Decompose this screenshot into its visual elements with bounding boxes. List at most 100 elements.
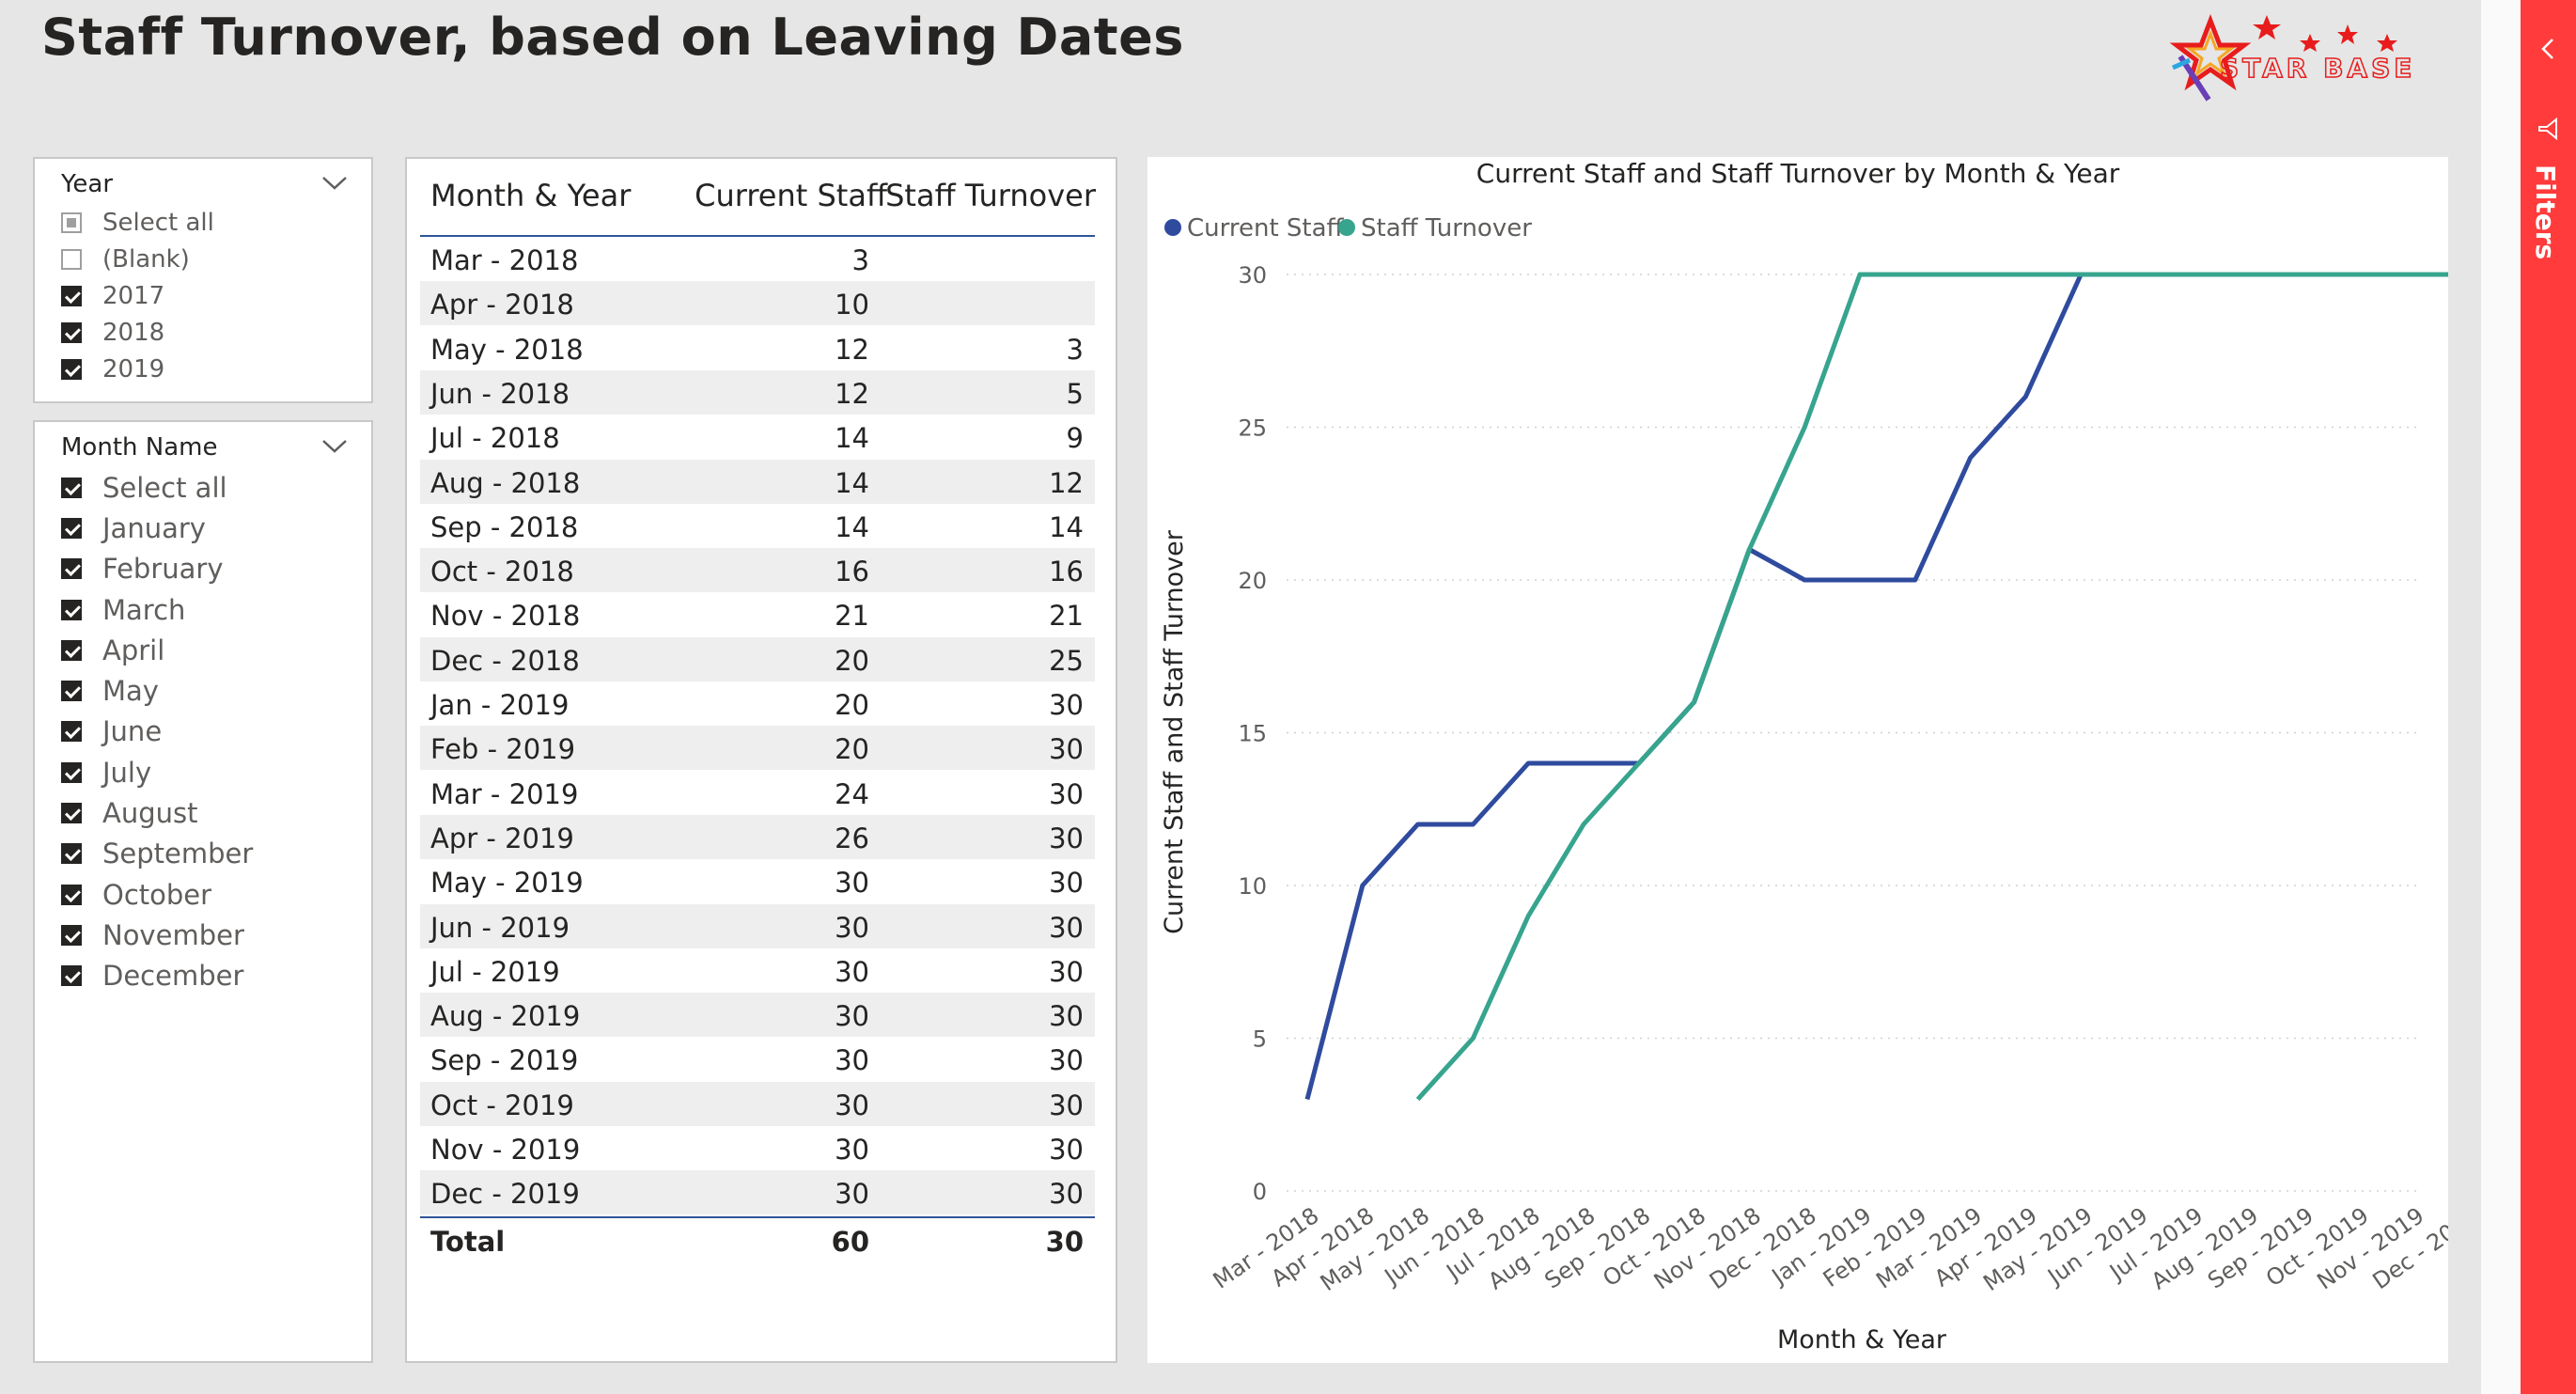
cell-month-year: Dec - 2018 — [430, 644, 580, 677]
checkbox[interactable] — [61, 321, 82, 343]
cell-staff-turnover: 30 — [1049, 955, 1084, 988]
year-slicer-item-label: 2018 — [102, 318, 165, 347]
table-row[interactable]: Nov - 2019 30 30 — [420, 1126, 1095, 1170]
cell-month-year: Mar - 2018 — [430, 244, 579, 276]
month-slicer-item-label: March — [102, 593, 186, 626]
table-row[interactable]: Oct - 2019 30 30 — [420, 1081, 1095, 1126]
column-header-staff-turnover[interactable]: Staff Turnover — [885, 178, 1096, 213]
table-row[interactable]: Feb - 2019 20 30 — [420, 726, 1095, 771]
table-row[interactable]: Apr - 2019 26 30 — [420, 814, 1095, 859]
checkbox[interactable] — [61, 558, 82, 580]
checkbox[interactable] — [61, 599, 82, 620]
checkbox[interactable] — [61, 639, 82, 661]
table-row[interactable]: Sep - 2018 14 14 — [420, 504, 1095, 548]
column-header-current-staff[interactable]: Current Staff — [695, 178, 887, 213]
column-header-month-year[interactable]: Month & Year — [430, 178, 632, 213]
table-row[interactable]: Jul - 2018 14 9 — [420, 415, 1095, 459]
cell-staff-turnover: 30 — [1049, 1000, 1084, 1033]
table-row[interactable]: Mar - 2018 3 — [420, 237, 1095, 281]
year-slicer-item[interactable]: 2018 — [61, 314, 214, 351]
legend-label-staff-turnover[interactable]: Staff Turnover — [1361, 214, 1532, 243]
table-row[interactable]: May - 2018 12 3 — [420, 326, 1095, 370]
month-slicer-item[interactable]: May — [61, 670, 253, 711]
month-slicer-item[interactable]: July — [61, 752, 253, 792]
series-line-current-staff[interactable] — [1304, 272, 2448, 1101]
checkbox[interactable] — [61, 477, 82, 498]
checkbox[interactable] — [61, 517, 82, 539]
filters-label[interactable]: Filters — [2530, 164, 2561, 260]
year-slicer: Year Select all (Blank) 2017 2018 2019 — [33, 157, 373, 403]
month-slicer-item[interactable]: September — [61, 834, 253, 874]
table-row[interactable]: Sep - 2019 30 30 — [420, 1037, 1095, 1081]
cell-current-staff: 30 — [835, 1134, 869, 1166]
table-row[interactable]: Aug - 2018 14 12 — [420, 459, 1095, 504]
table-row[interactable]: Aug - 2019 30 30 — [420, 993, 1095, 1038]
table-row[interactable]: Dec - 2019 30 30 — [420, 1170, 1095, 1215]
year-slicer-item-label: 2019 — [102, 354, 165, 384]
month-slicer-item[interactable]: February — [61, 549, 253, 589]
year-slicer-item[interactable]: 2019 — [61, 351, 214, 387]
table-row[interactable]: Jun - 2019 30 30 — [420, 903, 1095, 948]
year-slicer-item[interactable]: (Blank) — [61, 241, 214, 277]
checkbox[interactable] — [61, 358, 82, 380]
checkbox[interactable] — [61, 681, 82, 702]
cell-month-year: Jan - 2019 — [430, 689, 570, 721]
checkbox[interactable] — [61, 843, 82, 865]
month-slicer-item[interactable]: December — [61, 956, 253, 996]
cell-current-staff: 14 — [835, 466, 869, 499]
cell-month-year: Sep - 2018 — [430, 510, 579, 543]
filters-pane[interactable] — [2521, 0, 2576, 1394]
month-slicer-item[interactable]: June — [61, 712, 253, 752]
table-row[interactable]: May - 2019 30 30 — [420, 859, 1095, 903]
month-slicer-item-label: December — [102, 960, 244, 993]
table-row[interactable]: Jul - 2019 30 30 — [420, 948, 1095, 993]
checkbox[interactable] — [61, 285, 82, 306]
cell-month-year: Feb - 2019 — [430, 733, 576, 766]
table-row[interactable]: Dec - 2018 20 25 — [420, 636, 1095, 681]
cell-staff-turnover: 30 — [1049, 1089, 1084, 1121]
y-tick-label: 20 — [1238, 568, 1267, 594]
cell-staff-turnover: 12 — [1049, 466, 1084, 499]
cell-staff-turnover: 9 — [1066, 422, 1084, 455]
month-slicer-item-label: January — [102, 511, 206, 544]
checkbox[interactable] — [61, 211, 82, 233]
cell-month-year: Mar - 2019 — [430, 777, 579, 810]
cell-month-year: Jul - 2019 — [430, 955, 560, 988]
chevron-down-icon[interactable] — [320, 174, 349, 193]
checkbox[interactable] — [61, 803, 82, 824]
checkbox[interactable] — [61, 248, 82, 270]
legend-label-current-staff[interactable]: Current Staff — [1187, 214, 1345, 243]
cell-current-staff: 24 — [835, 777, 869, 810]
cell-staff-turnover: 30 — [1049, 733, 1084, 766]
table-row[interactable]: Apr - 2018 10 — [420, 281, 1095, 326]
checkbox[interactable] — [61, 761, 82, 783]
month-slicer-item[interactable]: November — [61, 915, 253, 955]
chevron-left-icon[interactable] — [2537, 36, 2558, 62]
table-row[interactable]: Jun - 2018 12 5 — [420, 369, 1095, 415]
table-row[interactable]: Mar - 2019 24 30 — [420, 771, 1095, 815]
checkbox[interactable] — [61, 924, 82, 946]
cell-staff-turnover: 3 — [1066, 333, 1084, 366]
checkbox[interactable] — [61, 884, 82, 905]
cell-month-year: Dec - 2019 — [430, 1178, 580, 1211]
year-slicer-item[interactable]: Select all — [61, 204, 214, 241]
cell-current-staff: 3 — [851, 244, 869, 276]
table-row[interactable]: Nov - 2018 21 21 — [420, 592, 1095, 636]
cell-staff-turnover: 16 — [1049, 556, 1084, 588]
month-slicer-item-label: August — [102, 797, 198, 830]
table-row[interactable]: Jan - 2019 20 30 — [420, 681, 1095, 726]
series-line-staff-turnover[interactable] — [1415, 272, 2448, 1102]
month-slicer-item[interactable]: October — [61, 874, 253, 915]
month-slicer-item[interactable]: April — [61, 630, 253, 670]
year-slicer-item[interactable]: 2017 — [61, 277, 214, 314]
month-slicer-item[interactable]: March — [61, 589, 253, 630]
checkbox[interactable] — [61, 721, 82, 743]
month-slicer-item[interactable]: January — [61, 508, 253, 548]
checkbox[interactable] — [61, 965, 82, 987]
cell-staff-turnover: 30 — [1049, 867, 1084, 900]
month-slicer-item[interactable]: August — [61, 792, 253, 833]
year-slicer-header: Year — [61, 170, 114, 198]
table-row[interactable]: Oct - 2018 16 16 — [420, 548, 1095, 593]
month-slicer-item[interactable]: Select all — [61, 467, 253, 508]
chevron-down-icon[interactable] — [320, 437, 349, 456]
